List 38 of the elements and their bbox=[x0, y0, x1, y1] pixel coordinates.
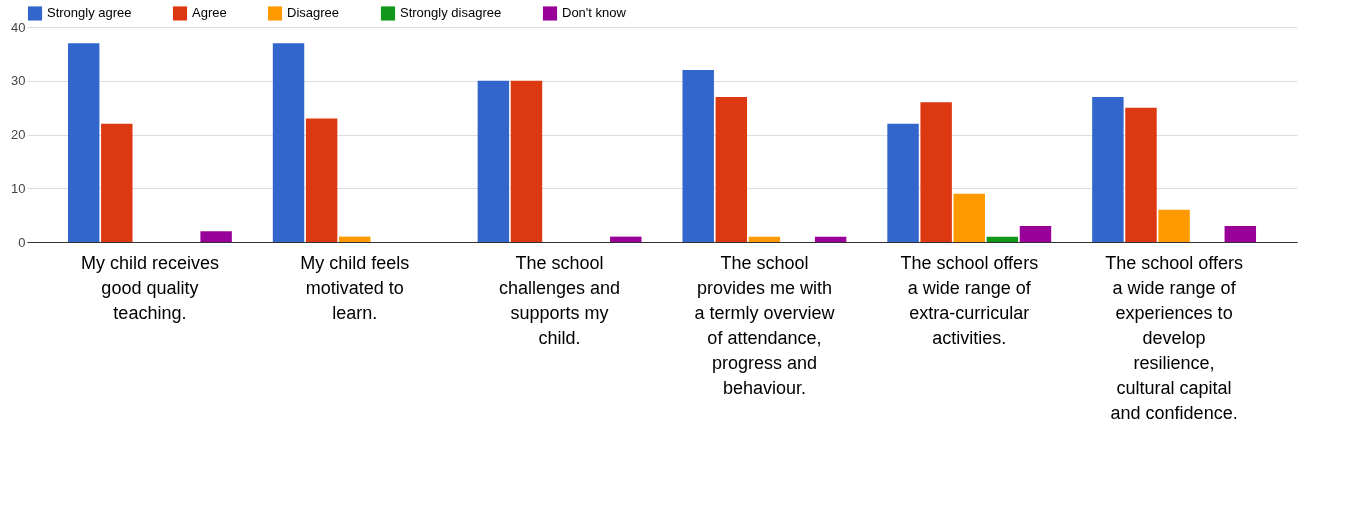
legend-label: Strongly agree bbox=[47, 5, 132, 21]
y-tick-label: 0 bbox=[18, 234, 26, 250]
y-tick-label: 30 bbox=[11, 73, 26, 89]
y-tick-label: 20 bbox=[11, 127, 26, 142]
y-tick-label: 40 bbox=[11, 19, 26, 35]
bar bbox=[101, 123, 133, 242]
legend-label: Strongly disagree bbox=[400, 5, 502, 21]
bar bbox=[814, 236, 847, 242]
bar bbox=[200, 231, 232, 242]
bar bbox=[953, 193, 985, 242]
legend-label: Disagree bbox=[287, 5, 340, 21]
y-tick-label: 10 bbox=[11, 180, 26, 196]
x-tick-label: The school challenges and supports my child. bbox=[499, 252, 621, 348]
bar bbox=[1158, 209, 1190, 242]
bar bbox=[1092, 96, 1124, 242]
bar bbox=[682, 70, 714, 242]
bar bbox=[1125, 107, 1157, 242]
x-tick-label: My child receives good quality teaching. bbox=[80, 252, 219, 323]
bar bbox=[510, 80, 543, 242]
bar bbox=[986, 236, 1019, 242]
bar bbox=[1019, 225, 1052, 242]
bar bbox=[610, 236, 642, 242]
bar bbox=[272, 43, 305, 242]
bar bbox=[305, 118, 338, 242]
x-tick-label: The school provides me with a termly overview of attendance, progress and behaviour. bbox=[694, 252, 836, 398]
x-tick-label: The school offers a wide range of experiences to develop resilience, cultural capital and confidence. bbox=[1105, 252, 1243, 423]
bar bbox=[748, 236, 781, 242]
bar bbox=[339, 236, 371, 242]
bar bbox=[1224, 225, 1257, 242]
bar bbox=[477, 80, 510, 242]
bar bbox=[887, 123, 919, 242]
legend-label: Don't know bbox=[562, 5, 627, 21]
x-tick-label: The school offers a wide range of extra-curricular activities. bbox=[900, 252, 1039, 348]
x-tick-label: My child feels motivated to learn. bbox=[300, 252, 410, 323]
bar bbox=[67, 43, 100, 242]
legend-label: Agree bbox=[192, 5, 227, 21]
bar bbox=[920, 102, 952, 242]
bar bbox=[715, 96, 748, 242]
